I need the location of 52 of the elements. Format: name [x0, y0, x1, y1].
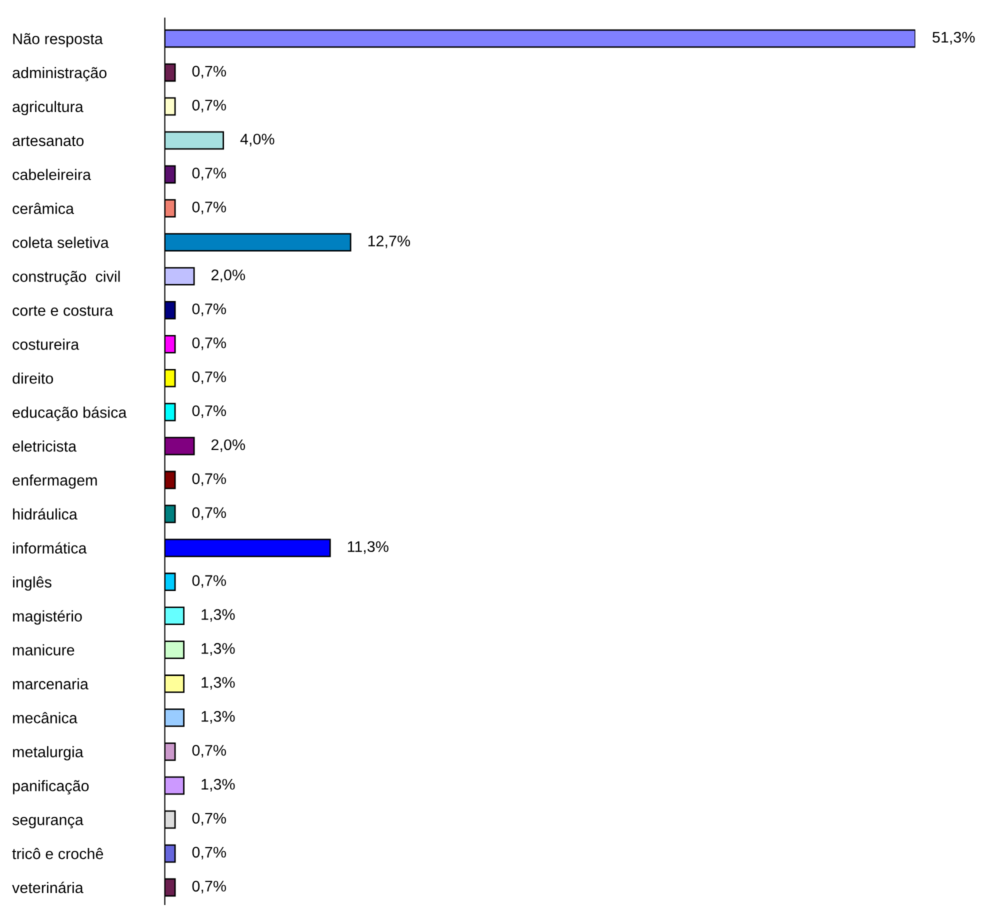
data-label: 1,3% [202, 677, 235, 690]
y-tick-label: hidráulica [13, 508, 78, 520]
data-label: 0,7% [192, 405, 226, 418]
y-tick-label: corte e costura [12, 306, 114, 316]
data-label: 0,7% [192, 744, 226, 758]
data-label: 0,7% [192, 880, 226, 894]
data-label: 51,3% [932, 32, 975, 44]
y-tick-label: eletricista [12, 440, 77, 452]
y-tick-label: construção civil [12, 270, 120, 286]
data-label: 0,7% [192, 371, 226, 384]
y-tick-label: tricô e crochê [12, 848, 104, 860]
data-label: 12,7% [368, 236, 410, 248]
y-tick-label: enfermagem [12, 474, 97, 489]
y-tick-label: marcenaria [13, 678, 88, 690]
data-label: 11,3% [348, 541, 388, 554]
data-label: 1,3% [202, 643, 235, 656]
y-tick-label: mecânica [13, 712, 78, 724]
data-label: 2,0% [212, 270, 246, 282]
y-tick-label: Não resposta [13, 33, 103, 48]
data-label: 0,7% [192, 202, 226, 214]
data-label: 0,7% [192, 507, 226, 520]
y-tick-label: veterinária [12, 882, 84, 894]
y-tick-label: costureira [12, 338, 80, 350]
y-tick-label: cabeleireira [12, 168, 92, 180]
data-label: 0,7% [192, 303, 226, 316]
y-tick-label: informática [13, 542, 87, 554]
data-label: 4,0% [240, 134, 274, 146]
data-label: 1,3% [202, 710, 235, 724]
data-label: 0,7% [192, 100, 226, 112]
data-label: 1,3% [202, 778, 235, 792]
data-label: 0,7% [192, 846, 226, 860]
data-label: 2,0% [212, 439, 246, 452]
y-tick-label: direito [12, 372, 53, 384]
data-label: 0,7% [192, 337, 226, 350]
y-tick-label: metalurgia [13, 746, 84, 760]
data-label: 1,3% [202, 609, 235, 622]
data-label: 0,7% [192, 812, 226, 826]
y-tick-label: coleta seletiva [12, 236, 109, 248]
y-tick-label: magistério [13, 610, 82, 625]
data-label: 0,7% [192, 473, 226, 486]
y-tick-label: segurança [12, 816, 84, 828]
y-tick-label: agricultura [12, 100, 84, 116]
y-tick-label: administração [12, 66, 106, 82]
y-tick-label: cerâmica [12, 202, 74, 214]
y-tick-label: inglês [13, 576, 52, 591]
y-tick-label: manicure [13, 644, 74, 656]
data-label: 0,7% [192, 575, 226, 588]
y-tick-label: educação básica [12, 406, 127, 421]
data-label: 0,7% [192, 66, 226, 78]
y-tick-label: panificação [13, 780, 89, 794]
data-label: 0,7% [192, 168, 226, 180]
y-tick-label: artesanato [12, 136, 84, 146]
